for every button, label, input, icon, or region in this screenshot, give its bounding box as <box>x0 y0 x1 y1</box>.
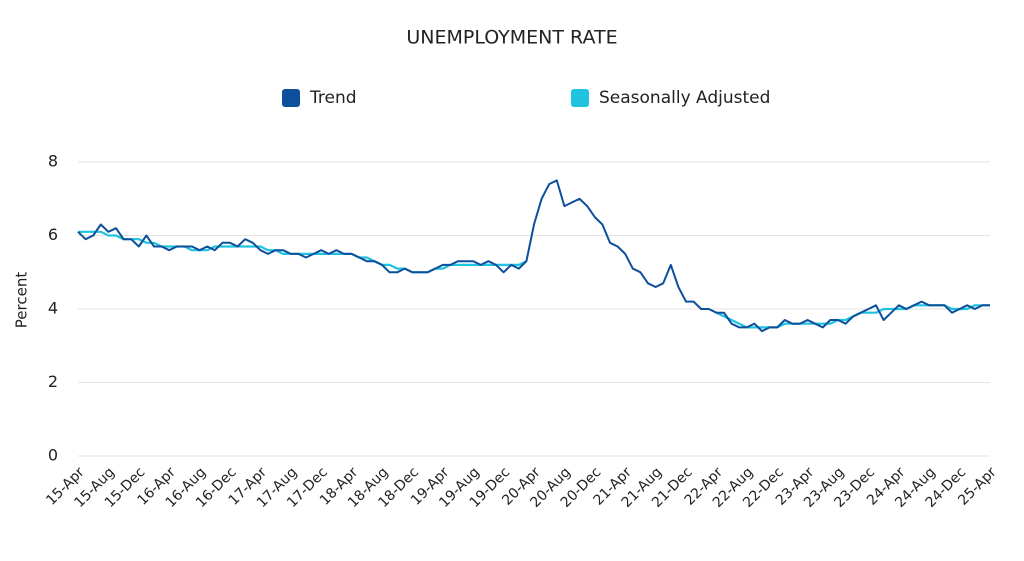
series-line <box>77 179 990 333</box>
legend-swatch <box>282 89 300 107</box>
chart-title: UNEMPLOYMENT RATE <box>406 27 617 49</box>
legend-swatch <box>571 89 589 107</box>
y-tick-label: 8 <box>48 152 58 171</box>
y-axis-label: Percent <box>13 272 31 329</box>
legend-label: Seasonally Adjusted <box>599 88 770 108</box>
series-line <box>78 230 990 329</box>
y-tick-label: 6 <box>48 225 58 244</box>
legend-label: Trend <box>309 88 357 108</box>
y-tick-label: 2 <box>48 372 58 391</box>
y-tick-label: 4 <box>48 299 58 318</box>
y-tick-label: 0 <box>48 446 58 465</box>
